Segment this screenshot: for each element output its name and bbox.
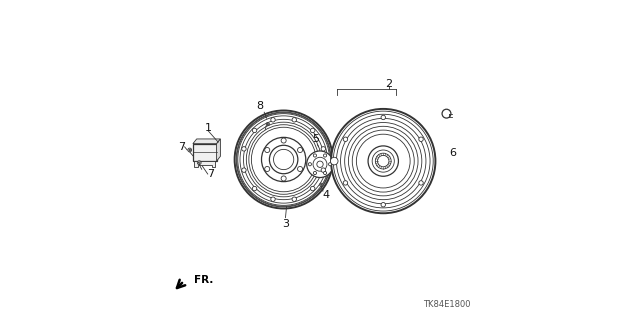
Polygon shape [193,139,220,144]
Circle shape [310,186,315,191]
Circle shape [343,181,348,185]
Circle shape [323,154,326,157]
Circle shape [343,137,348,141]
Text: 3: 3 [282,219,289,229]
Circle shape [330,157,338,165]
Text: 7: 7 [178,142,185,152]
Circle shape [308,163,312,166]
Circle shape [252,128,257,133]
Polygon shape [216,139,220,161]
Circle shape [314,154,317,157]
Circle shape [242,168,246,172]
Polygon shape [195,161,215,167]
Circle shape [188,148,191,152]
Circle shape [271,197,275,201]
Text: 5: 5 [312,134,319,144]
Circle shape [266,122,269,126]
Circle shape [235,110,333,209]
Circle shape [314,171,317,174]
Circle shape [381,115,385,120]
Circle shape [419,137,423,141]
Text: 2: 2 [385,78,392,89]
Circle shape [320,183,323,186]
Text: 6: 6 [449,148,456,158]
Circle shape [381,203,385,207]
Text: FR.: FR. [193,275,213,285]
Text: 7: 7 [207,169,214,179]
Text: 1: 1 [205,123,212,133]
Circle shape [292,118,296,122]
Circle shape [252,186,257,191]
Circle shape [307,151,333,178]
Circle shape [419,181,423,185]
Text: 4: 4 [322,190,329,200]
Text: TK84E1800: TK84E1800 [422,300,470,309]
Circle shape [331,109,435,213]
Bar [193,144,216,161]
Circle shape [328,163,332,166]
Text: 8: 8 [257,101,264,111]
Circle shape [242,147,246,151]
Circle shape [321,168,326,172]
Circle shape [292,197,296,201]
Circle shape [271,118,275,122]
Circle shape [321,147,326,151]
Circle shape [197,161,201,165]
Circle shape [310,128,315,133]
Circle shape [323,171,326,174]
